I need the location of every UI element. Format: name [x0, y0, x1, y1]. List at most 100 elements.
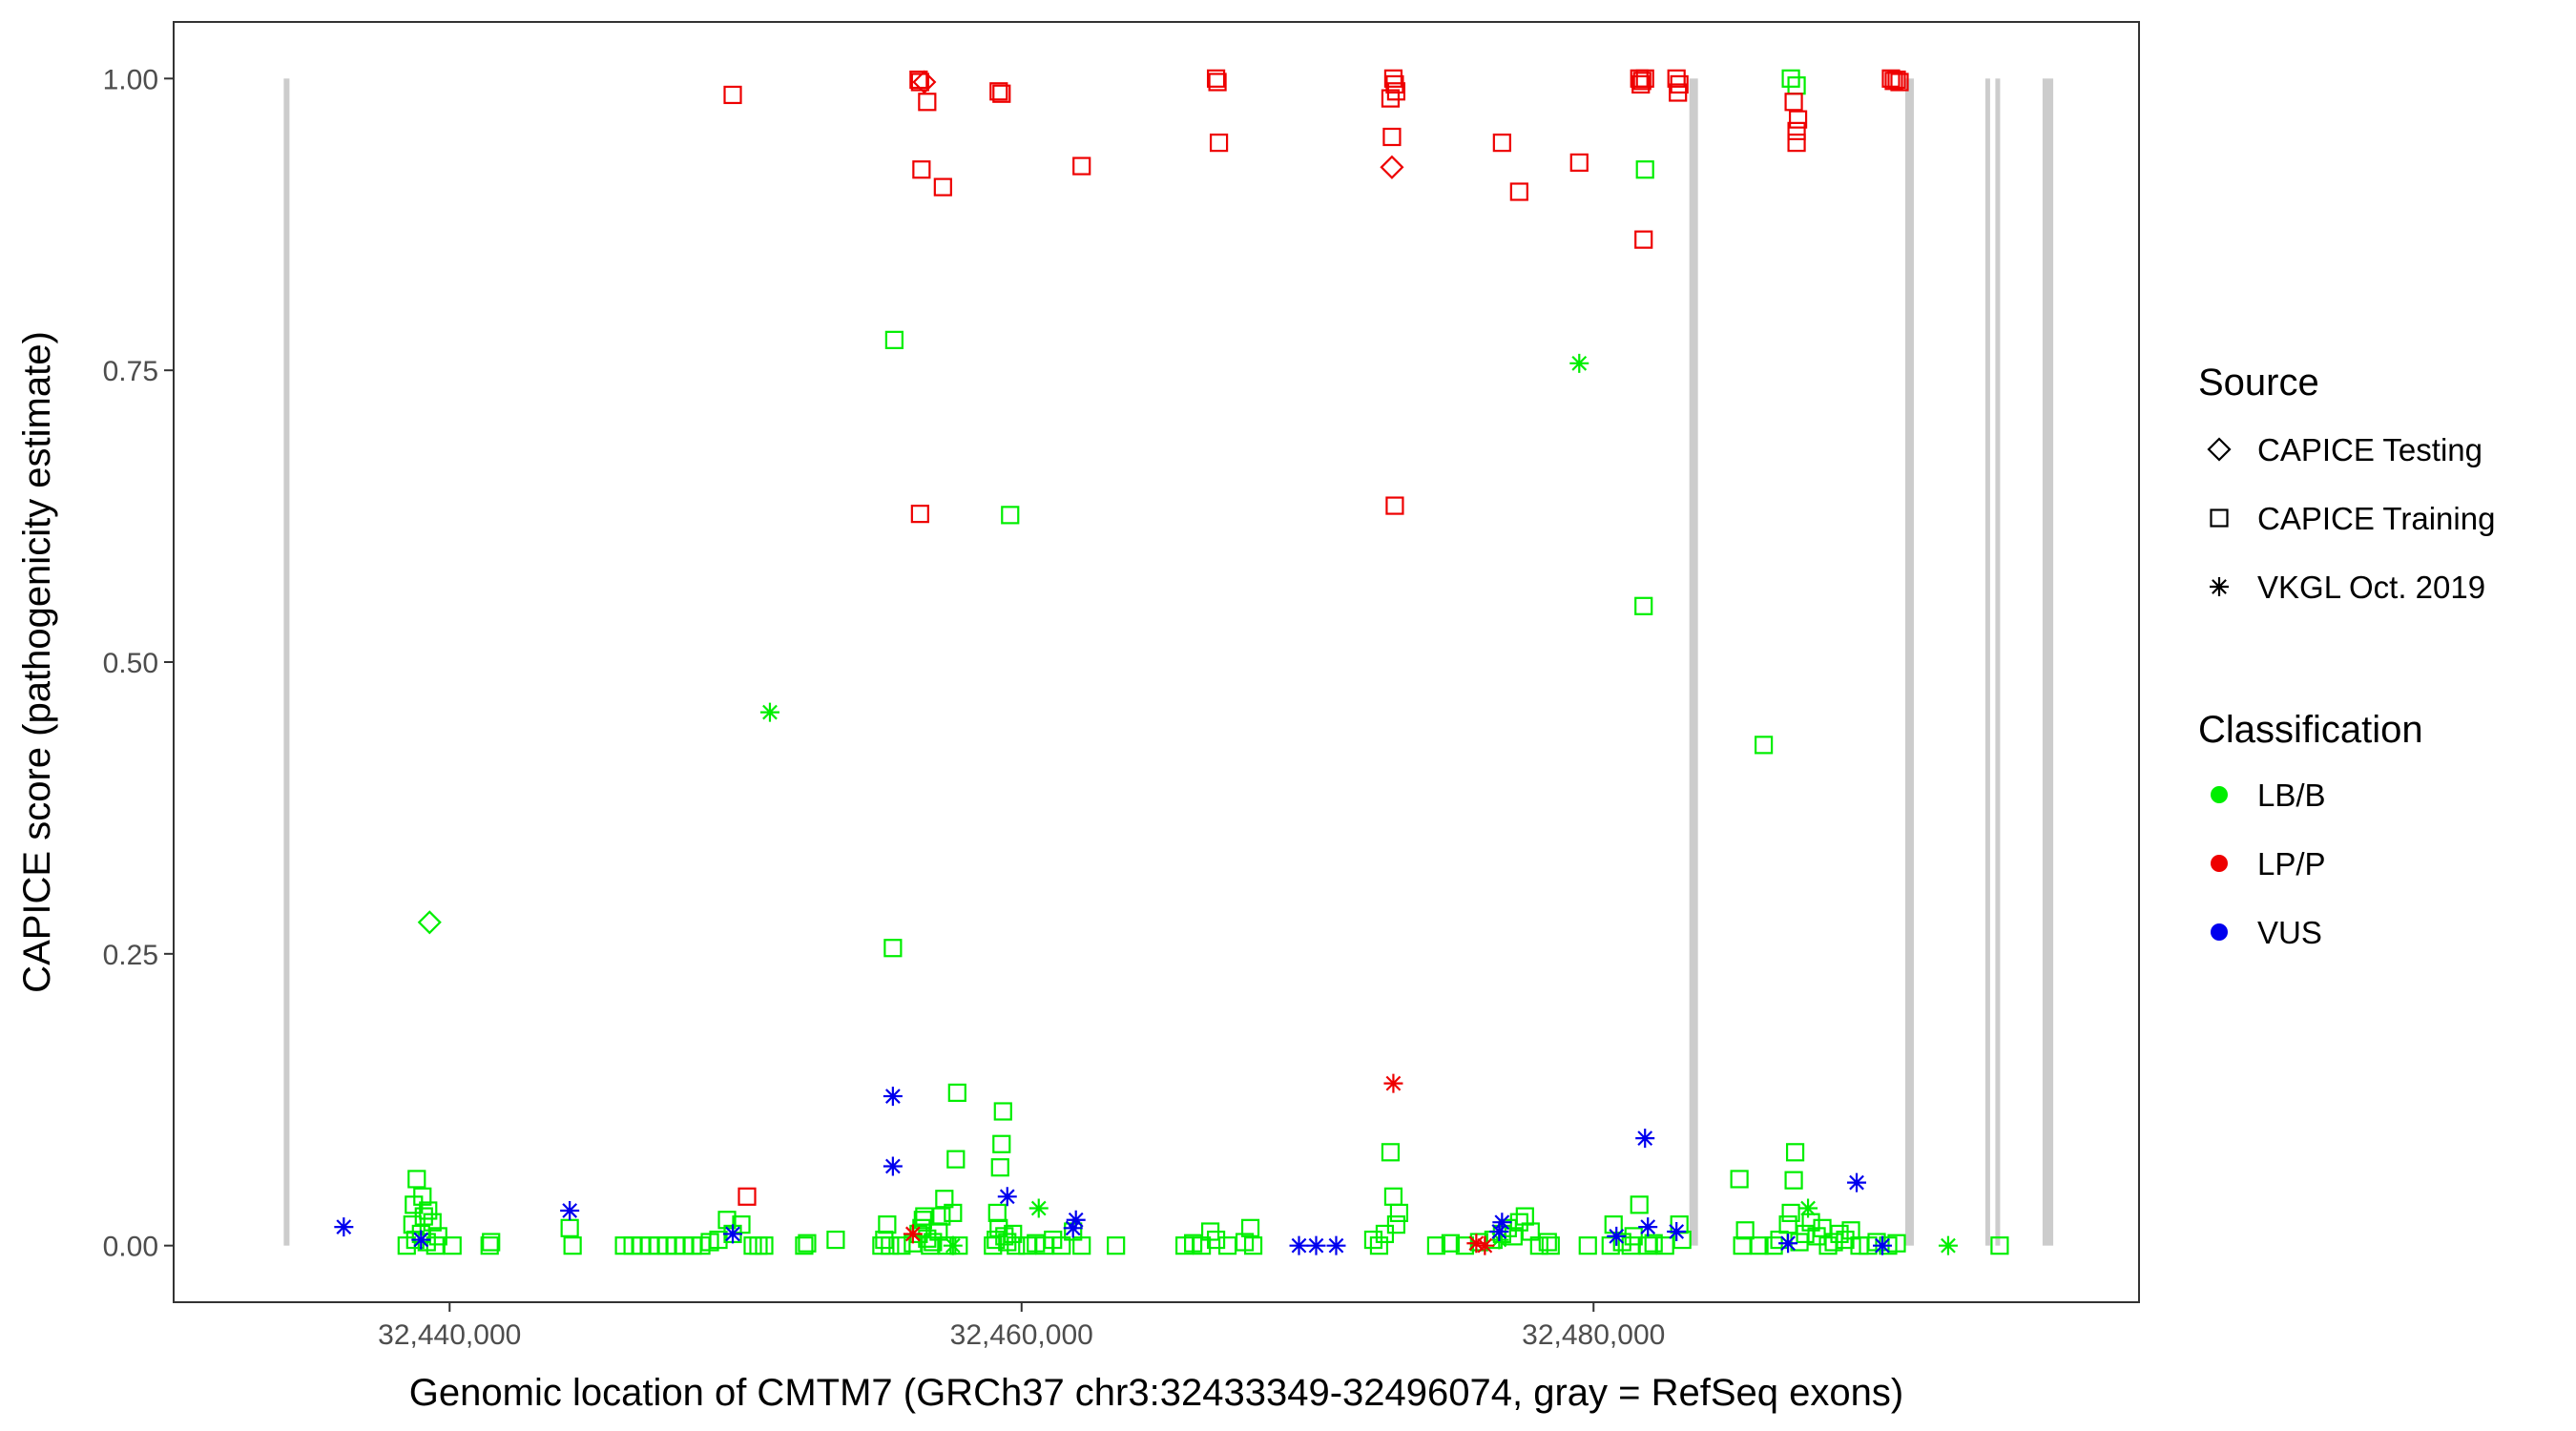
data-point-square: [1785, 1143, 1805, 1162]
data-point-square: [1635, 160, 1654, 179]
data-point-square: [1381, 1143, 1401, 1162]
data-point-square: [1632, 72, 1652, 91]
data-point-square: [884, 330, 904, 349]
exon-band: [1995, 78, 2001, 1246]
data-point-asterisk: [723, 1224, 743, 1244]
data-point-asterisk: [1847, 1172, 1867, 1192]
data-point-square: [990, 1158, 1009, 1177]
data-point-asterisk: [1066, 1210, 1086, 1230]
data-point-asterisk: [943, 1235, 963, 1255]
data-point-asterisk: [1667, 1221, 1687, 1241]
data-point-square: [407, 1170, 426, 1189]
data-point-square: [1389, 1203, 1409, 1223]
data-point-square: [1492, 134, 1511, 153]
data-point-asterisk: [1492, 1213, 1512, 1233]
data-point-asterisk: [1326, 1235, 1346, 1255]
data-point-square: [1243, 1236, 1263, 1255]
x-tick-label: 32,460,000: [950, 1319, 1093, 1351]
data-point-square: [1385, 496, 1404, 515]
data-point-square: [1052, 1236, 1071, 1255]
data-point-square: [413, 1187, 432, 1206]
data-point-square: [1634, 230, 1653, 249]
data-point-asterisk: [1607, 1226, 1627, 1246]
legend-title: Source: [2198, 362, 2319, 404]
legend-key-square: [2210, 508, 2229, 528]
data-point-square: [1784, 93, 1803, 112]
legend-label: LP/P: [2257, 846, 2326, 881]
data-point-square: [1788, 110, 1808, 129]
data-point-square: [1801, 1213, 1820, 1232]
data-point-square: [1386, 82, 1406, 101]
data-point-asterisk: [1289, 1235, 1309, 1255]
data-point-square: [563, 1236, 582, 1255]
data-point-square: [881, 1236, 900, 1255]
data-point-square: [947, 1083, 966, 1103]
data-point-square: [1072, 1236, 1091, 1255]
data-point-square: [1787, 121, 1806, 140]
exon-band: [1904, 78, 1914, 1246]
data-point-square: [1206, 1230, 1226, 1250]
data-point-square: [912, 160, 931, 179]
legend-label: LB/B: [2257, 778, 2326, 813]
data-point-asterisk: [1873, 1235, 1892, 1255]
data-point-square: [1369, 1236, 1389, 1255]
data-point-square: [883, 939, 903, 958]
data-point-asterisk: [560, 1200, 580, 1220]
data-point-square: [1541, 1236, 1560, 1255]
data-point-square: [918, 1229, 937, 1248]
data-point-asterisk: [1306, 1235, 1326, 1255]
data-point-asterisk: [903, 1224, 923, 1244]
data-point-square: [993, 1102, 1012, 1121]
data-point-asterisk: [883, 1156, 903, 1176]
x-axis: 32,440,000 32,460,000 32,480,000: [378, 1302, 1665, 1351]
data-point-asterisk: [1063, 1218, 1083, 1238]
exon-band: [1689, 78, 1698, 1246]
legend-label: VKGL Oct. 2019: [2257, 570, 2485, 605]
data-point-square: [419, 1201, 438, 1220]
data-point-diamond: [417, 910, 442, 935]
data-point-square: [1630, 1195, 1649, 1214]
data-point-asterisk: [1638, 1217, 1658, 1237]
data-point-square: [1735, 1221, 1755, 1240]
legend-label: CAPICE Testing: [2257, 432, 2483, 467]
data-point-square: [1383, 69, 1403, 88]
y-tick-label: 0.50: [103, 648, 158, 679]
data-point-square: [992, 1134, 1011, 1153]
data-point-square: [1107, 1236, 1126, 1255]
data-point-square: [1890, 73, 1909, 92]
data-point-square: [1750, 1236, 1769, 1255]
data-point-square: [826, 1230, 845, 1250]
data-point-square: [1382, 127, 1402, 147]
data-point-diamond: [1380, 155, 1404, 179]
data-point-square: [1209, 134, 1229, 153]
data-point-asterisk: [1569, 353, 1589, 373]
y-tick-label: 0.75: [103, 356, 158, 387]
data-point-square: [795, 1236, 814, 1255]
data-point-square: [1667, 69, 1686, 88]
data-point-square: [1755, 736, 1774, 755]
x-tick-label: 32,440,000: [378, 1319, 521, 1351]
x-axis-title: Genomic location of CMTM7 (GRCh37 chr3:3…: [409, 1372, 1903, 1414]
data-point-square: [1509, 182, 1528, 201]
data-point-square: [910, 73, 929, 92]
data-points: [334, 69, 2009, 1255]
exon-band: [2042, 78, 2054, 1246]
data-point-square: [1381, 89, 1401, 108]
data-point-square: [992, 84, 1011, 103]
data-point-square: [428, 1227, 447, 1246]
data-point-square: [1007, 1236, 1026, 1255]
data-point-asterisk: [997, 1187, 1017, 1207]
data-point-square: [755, 1236, 774, 1255]
data-point-diamond: [912, 70, 937, 94]
data-point-square: [1787, 134, 1806, 153]
data-point-square: [482, 1233, 501, 1252]
legend-label: CAPICE Training: [2257, 501, 2495, 536]
legend: Source CAPICE Testing CAPICE Training VKGL …: [2198, 362, 2495, 950]
data-point-square: [1386, 1215, 1406, 1234]
data-point-asterisk: [1938, 1235, 1958, 1255]
data-point-square: [423, 1213, 442, 1232]
data-point-square: [989, 82, 1008, 101]
legend-label: VUS: [2257, 915, 2322, 950]
data-point-square: [1004, 1224, 1023, 1244]
